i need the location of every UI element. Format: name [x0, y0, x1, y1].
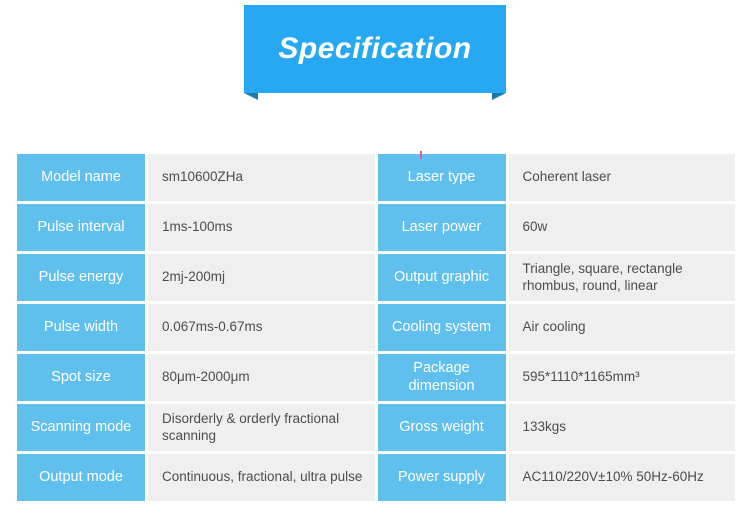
spec-label: Scanning mode [17, 404, 145, 451]
table-row: Pulse width0.067ms-0.67ms [17, 304, 375, 351]
table-row: Pulse energy2mj-200mj [17, 254, 375, 301]
banner-fold-left [244, 93, 258, 100]
spec-label: Gross weight [378, 404, 506, 451]
spec-value: Disorderly & orderly fractional scanning [148, 404, 375, 451]
spec-label: Laser type [378, 154, 506, 201]
table-row: Output graphicTriangle, square, rectangl… [378, 254, 736, 301]
spec-value: 1ms-100ms [148, 204, 375, 251]
spec-label: Output mode [17, 454, 145, 501]
spec-label: Spot size [17, 354, 145, 401]
spec-column-left: Model namesm10600ZHaPulse interval1ms-10… [17, 154, 375, 501]
table-row: Cooling systemAir cooling [378, 304, 736, 351]
spec-value: 60w [509, 204, 736, 251]
title-banner: Specification [244, 5, 506, 93]
spec-value: 595*1110*1165mm³ [509, 354, 736, 401]
table-row: Scanning modeDisorderly & orderly fracti… [17, 404, 375, 451]
spec-column-right: Laser typeCoherent laserLaser power60wOu… [378, 154, 736, 501]
table-row: Gross weight133kgs [378, 404, 736, 451]
table-row: Laser typeCoherent laser [378, 154, 736, 201]
spec-value: 2mj-200mj [148, 254, 375, 301]
page-title: Specification [278, 32, 471, 66]
table-row: Pulse interval1ms-100ms [17, 204, 375, 251]
spec-label: Pulse interval [17, 204, 145, 251]
spec-value: 80μm-2000μm [148, 354, 375, 401]
spec-value: Triangle, square, rectangle rhombus, rou… [509, 254, 736, 301]
spec-value: 133kgs [509, 404, 736, 451]
table-row: Model namesm10600ZHa [17, 154, 375, 201]
table-row: Output modeContinuous, fractional, ultra… [17, 454, 375, 501]
spec-value: 0.067ms-0.67ms [148, 304, 375, 351]
table-divider-accent [420, 151, 422, 159]
spec-label: Laser power [378, 204, 506, 251]
spec-label: Pulse energy [17, 254, 145, 301]
banner-fold-right [492, 93, 506, 100]
spec-value: Continuous, fractional, ultra pulse [148, 454, 375, 501]
spec-label: Package dimension [378, 354, 506, 401]
table-row: Package dimension595*1110*1165mm³ [378, 354, 736, 401]
spec-label: Pulse width [17, 304, 145, 351]
spec-value: Coherent laser [509, 154, 736, 201]
spec-value: Air cooling [509, 304, 736, 351]
spec-label: Output graphic [378, 254, 506, 301]
spec-label: Cooling system [378, 304, 506, 351]
spec-tables: Model namesm10600ZHaPulse interval1ms-10… [17, 154, 735, 501]
table-row: Spot size80μm-2000μm [17, 354, 375, 401]
spec-value: AC110/220V±10% 50Hz-60Hz [509, 454, 736, 501]
spec-value: sm10600ZHa [148, 154, 375, 201]
table-row: Power supplyAC110/220V±10% 50Hz-60Hz [378, 454, 736, 501]
spec-label: Power supply [378, 454, 506, 501]
spec-label: Model name [17, 154, 145, 201]
table-row: Laser power60w [378, 204, 736, 251]
